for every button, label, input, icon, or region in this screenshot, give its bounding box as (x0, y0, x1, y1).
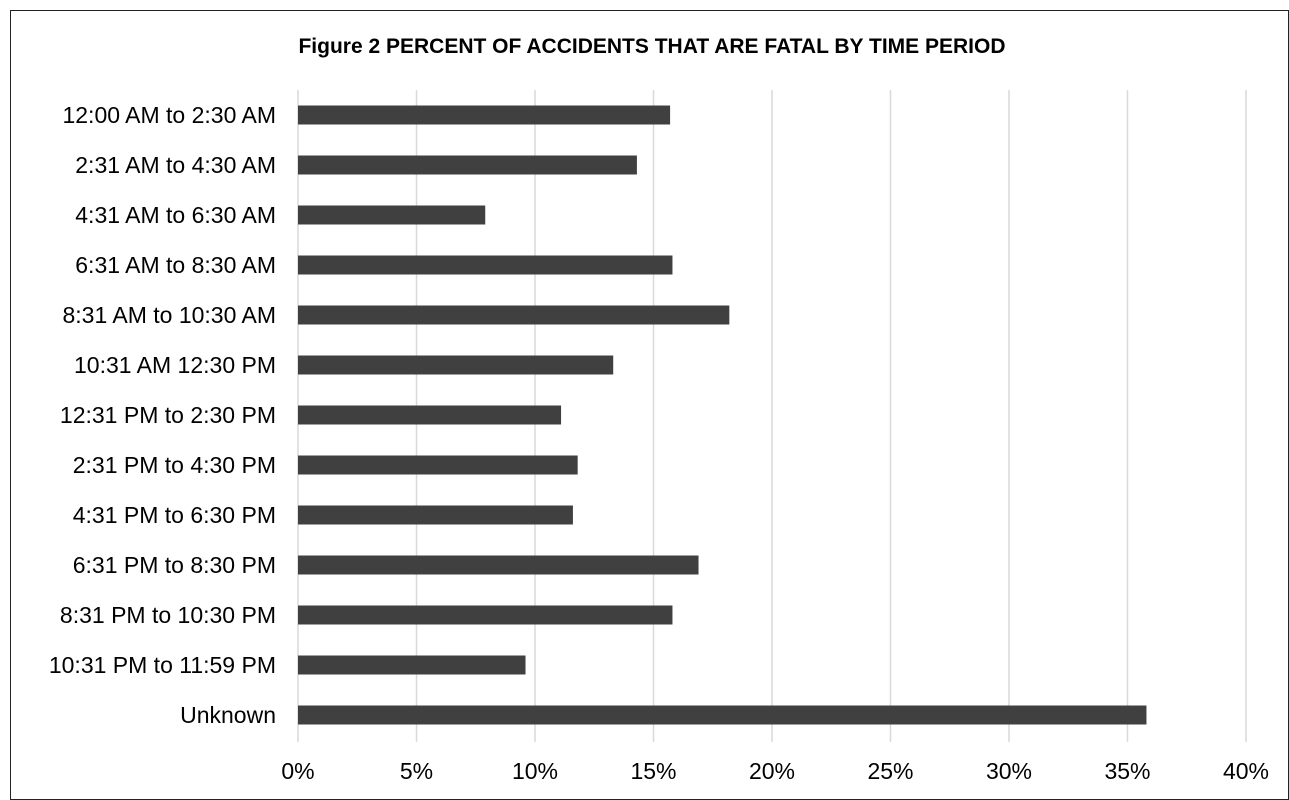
bar (298, 455, 578, 475)
category-label: 8:31 PM to 10:30 PM (60, 602, 276, 628)
category-label: Unknown (180, 702, 276, 728)
bar (298, 655, 526, 675)
x-axis-tick-labels: 0% 5% 10% 15% 20% 25% 30% 35% 40% (281, 758, 1269, 784)
bar (298, 305, 730, 325)
bar (298, 505, 573, 525)
bar (298, 155, 637, 175)
category-label: 6:31 PM to 8:30 PM (73, 552, 276, 578)
category-label: 10:31 AM 12:30 PM (74, 352, 276, 378)
x-tick-label: 30% (986, 758, 1032, 784)
category-label: 6:31 AM to 8:30 AM (75, 252, 276, 278)
category-label: 2:31 AM to 4:30 AM (75, 152, 276, 178)
x-tick-label: 25% (867, 758, 913, 784)
x-tick-label: 35% (1104, 758, 1150, 784)
bar (298, 405, 562, 425)
bar (298, 205, 486, 225)
category-label: 10:31 PM to 11:59 PM (49, 652, 276, 678)
bar (298, 355, 614, 375)
category-label: 8:31 AM to 10:30 AM (62, 302, 276, 328)
category-label: 12:00 AM to 2:30 AM (62, 102, 276, 128)
category-label: 2:31 PM to 4:30 PM (73, 452, 276, 478)
x-tick-label: 0% (281, 758, 314, 784)
bar (298, 605, 673, 625)
category-label: 4:31 PM to 6:30 PM (73, 502, 276, 528)
grid-lines (297, 90, 1247, 742)
bar (298, 255, 673, 275)
chart-title: Figure 2 PERCENT OF ACCIDENTS THAT ARE F… (298, 35, 1005, 58)
bar (298, 555, 699, 575)
x-tick-label: 40% (1223, 758, 1269, 784)
category-label: 4:31 AM to 6:30 AM (75, 202, 276, 228)
bar (298, 705, 1147, 725)
category-label: 12:31 PM to 2:30 PM (60, 402, 276, 428)
x-tick-label: 5% (400, 758, 433, 784)
bars (298, 105, 1147, 725)
category-labels: 12:00 AM to 2:30 AM 2:31 AM to 4:30 AM 4:3… (49, 102, 276, 728)
x-tick-label: 20% (749, 758, 795, 784)
x-tick-label: 15% (630, 758, 676, 784)
x-tick-label: 10% (512, 758, 558, 784)
bar (298, 105, 671, 125)
